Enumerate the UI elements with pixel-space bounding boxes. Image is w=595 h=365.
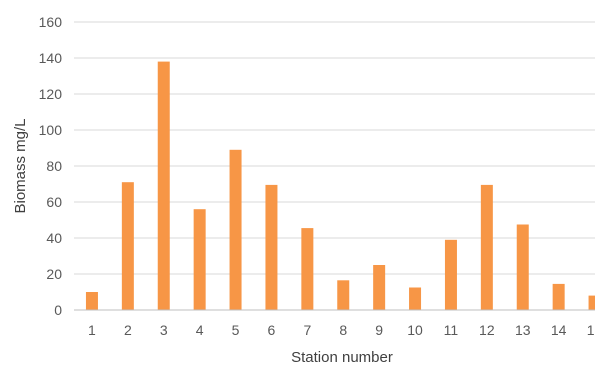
bars [85, 61, 595, 310]
bar [552, 283, 565, 310]
bar [480, 184, 493, 310]
y-tick-label: 60 [46, 194, 62, 210]
bar [157, 61, 170, 310]
y-axis-ticks: 0 20 40 60 80 100 120 140 160 [39, 14, 63, 318]
bar [121, 182, 134, 310]
x-tick-label: 12 [479, 322, 495, 338]
x-tick-label: 2 [124, 322, 132, 338]
bar [337, 280, 350, 310]
y-tick-label: 80 [46, 158, 62, 174]
x-tick-label: 1 [88, 322, 96, 338]
bar [588, 295, 595, 310]
x-tick-label: 7 [303, 322, 311, 338]
bar [229, 149, 242, 310]
bar [193, 209, 206, 310]
y-tick-label: 40 [46, 230, 62, 246]
bar [301, 228, 314, 310]
x-tick-label: 10 [407, 322, 423, 338]
bar [444, 239, 457, 310]
x-tick-label: 6 [268, 322, 276, 338]
bar [516, 224, 529, 310]
y-tick-label: 20 [46, 266, 62, 282]
x-tick-label: 14 [551, 322, 567, 338]
y-tick-label: 160 [39, 14, 63, 30]
y-tick-label: 140 [39, 50, 63, 66]
x-tick-label: 9 [375, 322, 383, 338]
y-tick-label: 100 [39, 122, 63, 138]
x-tick-label: 15 [587, 322, 595, 338]
x-tick-label: 13 [515, 322, 531, 338]
bar [265, 184, 278, 310]
x-tick-label: 11 [444, 322, 459, 338]
y-tick-label: 0 [54, 302, 62, 318]
x-tick-label: 5 [232, 322, 240, 338]
x-tick-label: 8 [339, 322, 347, 338]
x-tick-label: 3 [160, 322, 168, 338]
bar [85, 292, 98, 310]
bar [373, 265, 386, 310]
x-axis-ticks: 123456789101112131415 [88, 322, 595, 338]
bar [409, 287, 422, 310]
x-axis-title: Station number [291, 349, 393, 365]
x-tick-label: 4 [196, 322, 204, 338]
y-axis-title: Biomass mg/L [12, 118, 29, 213]
y-tick-label: 120 [39, 86, 63, 102]
